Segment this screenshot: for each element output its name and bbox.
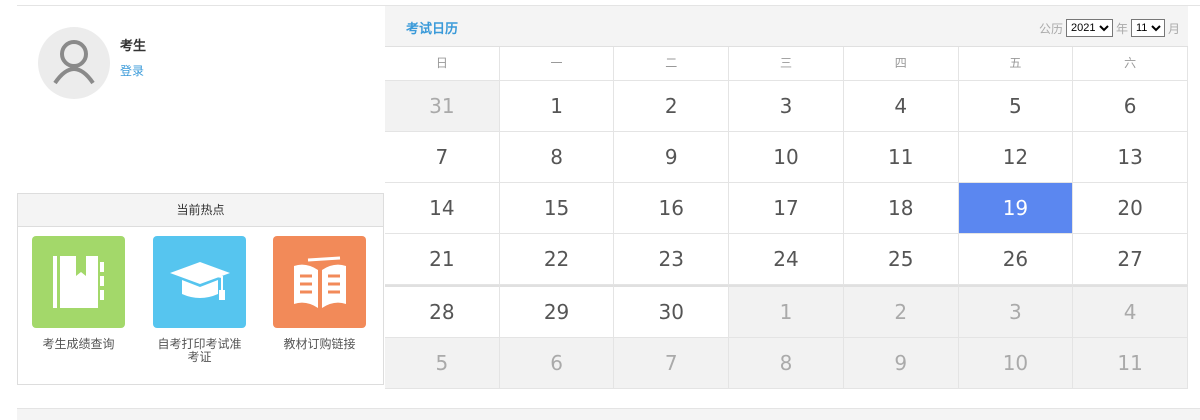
weekday-header: 四 <box>843 47 959 81</box>
tile-label: 自考打印考试准考证 <box>157 337 242 364</box>
calendar-day[interactable]: 22 <box>499 234 615 285</box>
exam-calendar: 考试日历 公历 2021 年 11 月 日一二三四五六 31 1 2 3 4 5 6 7 8 9 1… <box>385 6 1188 389</box>
calendar-day[interactable]: 3 <box>958 285 1074 338</box>
calendar-day[interactable]: 14 <box>385 183 500 234</box>
tile-admission-ticket[interactable]: 自考打印考试准考证 <box>153 236 246 364</box>
hot-topics-panel: 当前热点 考生成绩查询 自考打印考试准考证 教材订购链接 <box>17 193 384 385</box>
calendar-day[interactable]: 7 <box>385 132 500 183</box>
calendar-day[interactable]: 6 <box>499 338 615 389</box>
calendar-day[interactable]: 12 <box>958 132 1074 183</box>
month-unit: 月 <box>1167 21 1180 36</box>
era-label: 公历 <box>1038 21 1063 36</box>
calendar-day[interactable]: 10 <box>729 132 844 183</box>
weekday-header: 五 <box>958 47 1074 81</box>
calendar-day[interactable]: 2 <box>614 81 730 132</box>
weekday-header: 二 <box>614 47 730 81</box>
calendar-day[interactable]: 28 <box>385 285 500 338</box>
hot-topics-title: 当前热点 <box>18 194 383 227</box>
calendar-day[interactable]: 16 <box>614 183 730 234</box>
calendar-day[interactable]: 17 <box>729 183 844 234</box>
year-unit: 年 <box>1115 21 1128 36</box>
tile-score-query[interactable]: 考生成绩查询 <box>32 236 125 351</box>
calendar-title: 考试日历 <box>406 22 459 37</box>
tile-label: 考生成绩查询 <box>42 337 115 351</box>
calendar-day[interactable]: 7 <box>614 338 730 389</box>
calendar-day[interactable]: 6 <box>1073 81 1188 132</box>
calendar-day[interactable]: 21 <box>385 234 500 285</box>
open-book-icon <box>293 256 346 308</box>
calendar-day[interactable]: 2 <box>843 285 959 338</box>
calendar-day[interactable]: 31 <box>385 81 500 132</box>
calendar-day[interactable]: 5 <box>385 338 500 389</box>
avatar <box>38 27 110 99</box>
weekday-header: 六 <box>1073 47 1188 81</box>
calendar-day[interactable]: 20 <box>1073 183 1188 234</box>
calendar-day[interactable]: 8 <box>499 132 615 183</box>
user-name: 考生 <box>120 39 147 54</box>
calendar-day[interactable]: 9 <box>843 338 959 389</box>
calendar-day[interactable]: 29 <box>499 285 615 338</box>
graduation-cap-icon <box>169 262 230 300</box>
calendar-day[interactable]: 25 <box>843 234 959 285</box>
notebook-icon <box>52 256 104 308</box>
tile-label: 教材订购链接 <box>283 337 356 351</box>
calendar-day[interactable]: 1 <box>499 81 615 132</box>
year-select[interactable]: 2021 <box>1065 19 1113 37</box>
weekday-header: 日 <box>385 47 500 81</box>
calendar-day[interactable]: 11 <box>843 132 959 183</box>
calendar-day[interactable]: 4 <box>1073 285 1188 338</box>
month-select[interactable]: 11 <box>1130 19 1165 37</box>
calendar-day[interactable]: 9 <box>614 132 730 183</box>
calendar-day[interactable]: 24 <box>729 234 844 285</box>
calendar-day[interactable]: 4 <box>843 81 959 132</box>
tile-textbook-order[interactable]: 教材订购链接 <box>273 236 366 351</box>
calendar-day[interactable]: 23 <box>614 234 730 285</box>
calendar-day[interactable]: 5 <box>958 81 1074 132</box>
calendar-day-selected[interactable]: 19 <box>958 183 1074 234</box>
calendar-day[interactable]: 1 <box>729 285 844 338</box>
bottom-panel <box>17 408 1200 420</box>
calendar-day[interactable]: 27 <box>1073 234 1188 285</box>
calendar-day[interactable]: 10 <box>958 338 1074 389</box>
calendar-day[interactable]: 8 <box>729 338 844 389</box>
calendar-day[interactable]: 11 <box>1073 338 1188 389</box>
calendar-day[interactable]: 18 <box>843 183 959 234</box>
top-divider <box>17 5 1200 6</box>
calendar-day[interactable]: 30 <box>614 285 730 338</box>
weekday-header: 一 <box>499 47 615 81</box>
calendar-day[interactable]: 13 <box>1073 132 1188 183</box>
login-link[interactable]: 登录 <box>120 64 145 78</box>
user-icon <box>53 40 95 85</box>
weekday-header: 三 <box>729 47 844 81</box>
calendar-day[interactable]: 15 <box>499 183 615 234</box>
calendar-day[interactable]: 26 <box>958 234 1074 285</box>
calendar-day[interactable]: 3 <box>729 81 844 132</box>
